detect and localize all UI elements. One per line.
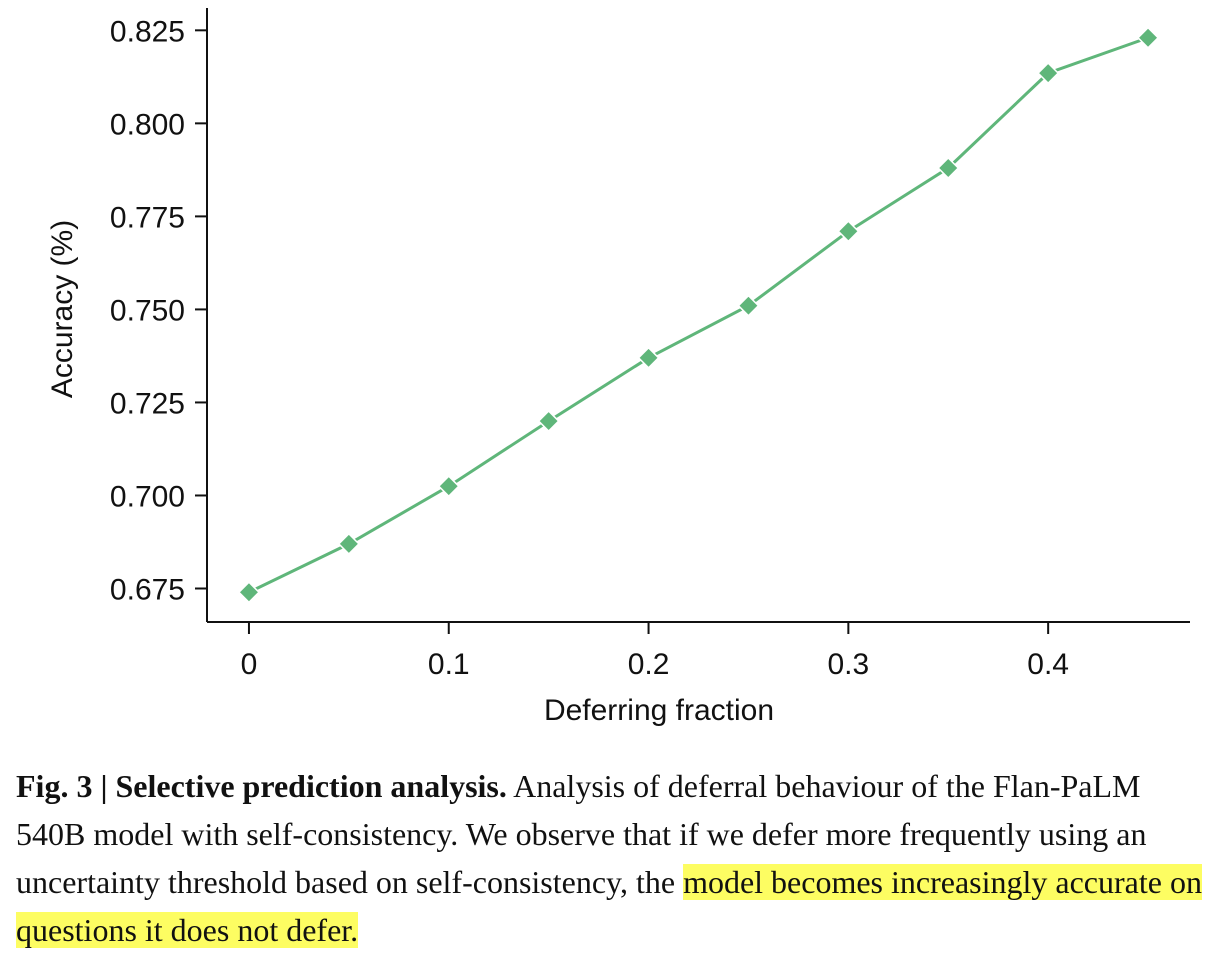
x-tick-label: 0.1 — [428, 648, 470, 681]
data-point — [237, 581, 261, 604]
y-axis-ticks: 0.675 0.700 0.725 0.750 0.775 0.800 0.825 — [110, 15, 207, 607]
x-axis-ticks: 0 0.1 0.2 0.3 0.4 — [241, 622, 1069, 681]
chart: 0.675 0.700 0.725 0.750 0.775 0.800 0.825 0 0.1… — [46, 8, 1190, 727]
figure-label: Fig. 3 | — [16, 768, 108, 804]
x-axis-label: Deferring fraction — [544, 694, 774, 727]
y-tick-label: 0.725 — [110, 387, 185, 420]
y-tick-label: 0.825 — [110, 15, 185, 48]
y-tick-label: 0.775 — [110, 201, 185, 234]
series-markers — [237, 26, 1160, 604]
figure-caption: Fig. 3 | Selective prediction analysis. … — [16, 762, 1216, 954]
data-point — [537, 409, 560, 433]
y-tick-label: 0.800 — [110, 108, 185, 141]
data-point — [437, 475, 460, 498]
y-axis-label: Accuracy (%) — [46, 220, 79, 398]
x-tick-label: 0 — [241, 648, 258, 681]
x-tick-label: 0.2 — [628, 648, 670, 681]
x-tick-label: 0.4 — [1027, 648, 1069, 681]
data-point — [337, 532, 360, 555]
x-tick-label: 0.3 — [827, 648, 869, 681]
data-point — [937, 156, 960, 180]
y-tick-label: 0.700 — [110, 480, 185, 513]
data-point — [837, 220, 860, 243]
series-line — [248, 36, 1149, 594]
y-tick-label: 0.750 — [110, 294, 185, 327]
y-tick-label: 0.675 — [110, 574, 185, 607]
data-point — [637, 346, 660, 369]
data-point — [1037, 62, 1060, 85]
data-point — [1136, 26, 1160, 49]
caption-text: Analysis of deferral behaviour of the Fl… — [16, 768, 1147, 900]
caption-paragraph: Fig. 3 | Selective prediction analysis. … — [16, 762, 1216, 954]
figure-title: Selective prediction analysis. — [115, 768, 507, 804]
data-point — [737, 294, 760, 317]
